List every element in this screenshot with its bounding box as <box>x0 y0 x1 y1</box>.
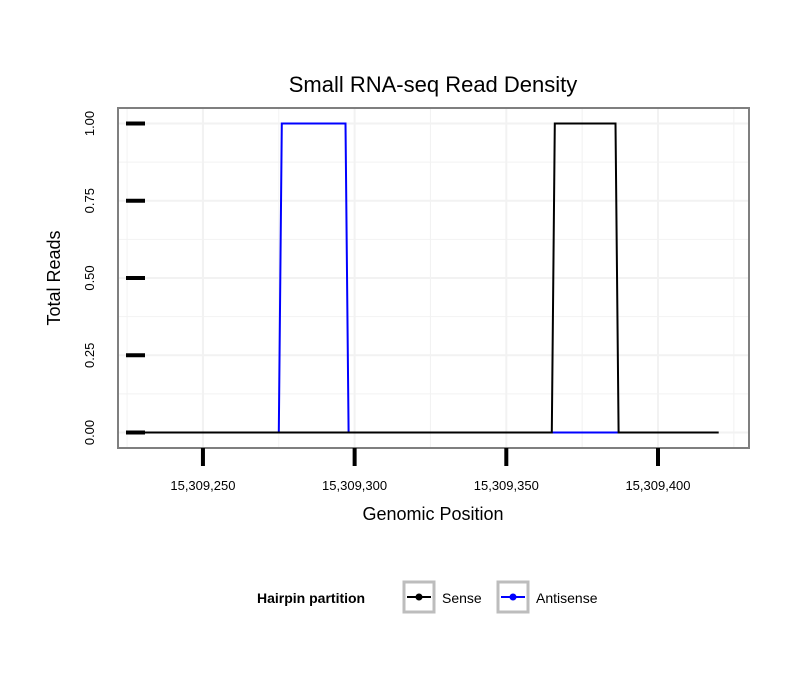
axis-ticks: 0.00 0.25 0.50 0.75 1.00 15,309,250 15,309,300… <box>82 111 691 493</box>
y-tick-label: 0.25 <box>82 343 97 368</box>
y-axis-title: Total Reads <box>44 230 64 325</box>
legend-key-marker <box>509 593 517 601</box>
legend-key-marker <box>415 593 423 601</box>
y-tick-label: 1.00 <box>82 111 97 136</box>
x-tick-label: 15,309,250 <box>170 478 235 493</box>
x-tick-label: 15,309,300 <box>322 478 387 493</box>
grid-lines <box>118 108 749 448</box>
legend: Hairpin partition Sense Antisense <box>257 580 598 614</box>
x-tick-label: 15,309,350 <box>474 478 539 493</box>
legend-title: Hairpin partition <box>257 590 365 606</box>
plot-panel <box>117 107 750 449</box>
legend-label-antisense: Antisense <box>536 590 598 606</box>
series-line-sense <box>136 122 719 434</box>
x-tick-label: 15,309,400 <box>625 478 690 493</box>
series-line-antisense <box>277 122 619 434</box>
x-axis-title: Genomic Position <box>362 504 503 524</box>
y-tick-label: 0.00 <box>82 420 97 445</box>
series-lines <box>136 122 719 434</box>
chart-title: Small RNA-seq Read Density <box>289 72 578 97</box>
legend-label-sense: Sense <box>442 590 482 606</box>
y-tick-label: 0.50 <box>82 265 97 290</box>
y-tick-label: 0.75 <box>82 188 97 213</box>
